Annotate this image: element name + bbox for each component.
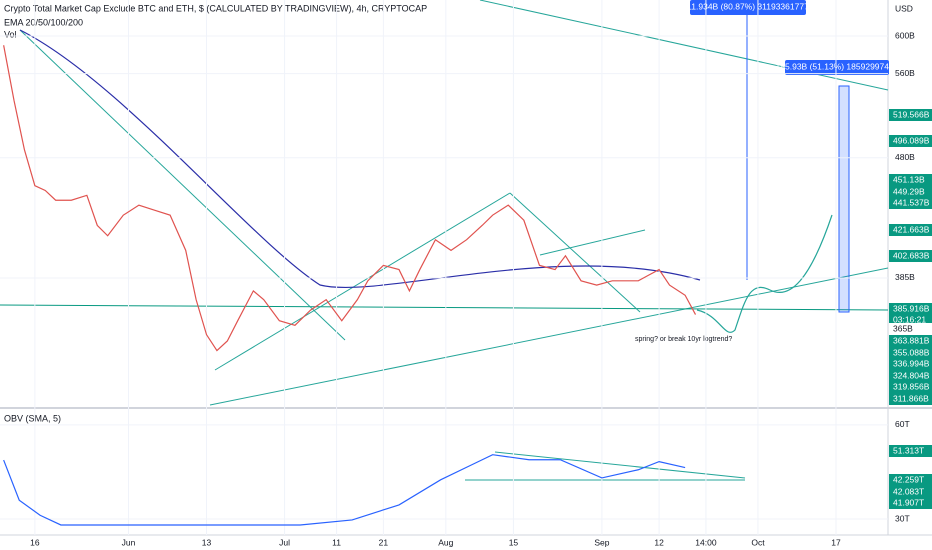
price-badge: [889, 347, 932, 359]
price-badge: [889, 370, 932, 382]
price-badge-label: 03:16:21: [893, 314, 926, 324]
y-tick-label: 385B: [895, 272, 915, 282]
x-tick-label: Jun: [122, 537, 136, 547]
price-badge-label: 42.259T: [893, 474, 924, 484]
price-badge: [889, 486, 932, 498]
price-badge: [889, 381, 932, 393]
x-tick-label: Oct: [751, 537, 765, 547]
price-badge-label: 385.916B: [893, 303, 930, 313]
projection-path: [696, 214, 833, 333]
chart-title: Crypto Total Market Cap Exclude BTC and …: [4, 3, 427, 13]
price-badge-label: 519.566B: [893, 109, 930, 119]
price-badge: [889, 358, 932, 370]
currency-label: USD: [895, 3, 913, 13]
measure-label: 185.93B (51.13%) 18592997481: [776, 61, 899, 71]
price-badge: [889, 497, 932, 509]
price-badge-label: 355.088B: [893, 347, 930, 357]
price-badge-label: 451.13B: [893, 174, 925, 184]
x-tick-label: 16: [30, 537, 40, 547]
price-badge-label: 449.29B: [893, 186, 925, 196]
measure-range: [838, 85, 850, 313]
price-badge: [889, 393, 932, 405]
series-line: [3, 45, 697, 352]
y-tick-label: 480B: [895, 152, 915, 162]
price-badge-label: 421.663B: [893, 224, 930, 234]
measure-badge: [690, 0, 806, 15]
price-badge-label: 311.866B: [893, 393, 929, 403]
trendlines: [0, 0, 889, 481]
price-badge: [889, 335, 932, 347]
price-badge: [889, 174, 932, 186]
price-badge-label: 336.994B: [893, 358, 930, 368]
x-tick-label: 21: [379, 537, 389, 547]
x-tick-label: 12: [654, 537, 664, 547]
indicator-label: Vol: [4, 29, 17, 39]
price-badge: [889, 474, 932, 486]
price-badge: [889, 109, 932, 121]
ema-line: [19, 29, 701, 289]
indicator-label: EMA 20/50/100/200: [4, 17, 83, 27]
price-badge: [889, 323, 932, 335]
x-tick-label: 14:00: [695, 537, 717, 547]
x-tick-label: Sep: [594, 537, 609, 547]
price-badge-label: 496.089B: [893, 135, 930, 145]
x-tick-label: Aug: [438, 537, 453, 547]
y-tick-label: 560B: [895, 68, 915, 78]
price-badge-label: 441.537B: [893, 197, 930, 207]
price-badge-label: 51.313T: [893, 445, 924, 455]
price-badge-label: 402.683B: [893, 250, 930, 260]
price-badge: [889, 445, 932, 457]
measure-label: 311.934B (80.87%) 311933617777: [682, 1, 813, 11]
x-tick-label: 11: [332, 537, 341, 547]
price-badge: [889, 135, 932, 147]
price-badge: [889, 250, 932, 262]
price-badge: [889, 186, 932, 198]
price-badge: [889, 197, 932, 209]
price-badge: [889, 224, 932, 236]
x-tick-label: 17: [831, 537, 841, 547]
y-tick-label: 60T: [895, 419, 910, 429]
y-tick-label: 600B: [895, 30, 915, 40]
y-tick-label: 30T: [895, 513, 910, 523]
x-tick-label: 15: [509, 537, 519, 547]
x-tick-label: 13: [202, 537, 212, 547]
price-badge-label: 319.856B: [893, 381, 930, 391]
price-badge-label: 365B: [893, 323, 913, 333]
indicator-label: OBV (SMA, 5): [4, 413, 61, 423]
measure-badge: [785, 60, 889, 75]
series-line: [3, 454, 686, 526]
price-badge: [889, 303, 932, 315]
price-badge-label: 41.907T: [893, 497, 924, 507]
annotation: spring? or break 10yr logtrend?: [635, 336, 732, 343]
price-badge-label: 324.804B: [893, 370, 930, 380]
x-tick-label: Jul: [279, 537, 290, 547]
price-badge-label: 42.083T: [893, 486, 924, 496]
price-badge-label: 363.881B: [893, 335, 930, 345]
